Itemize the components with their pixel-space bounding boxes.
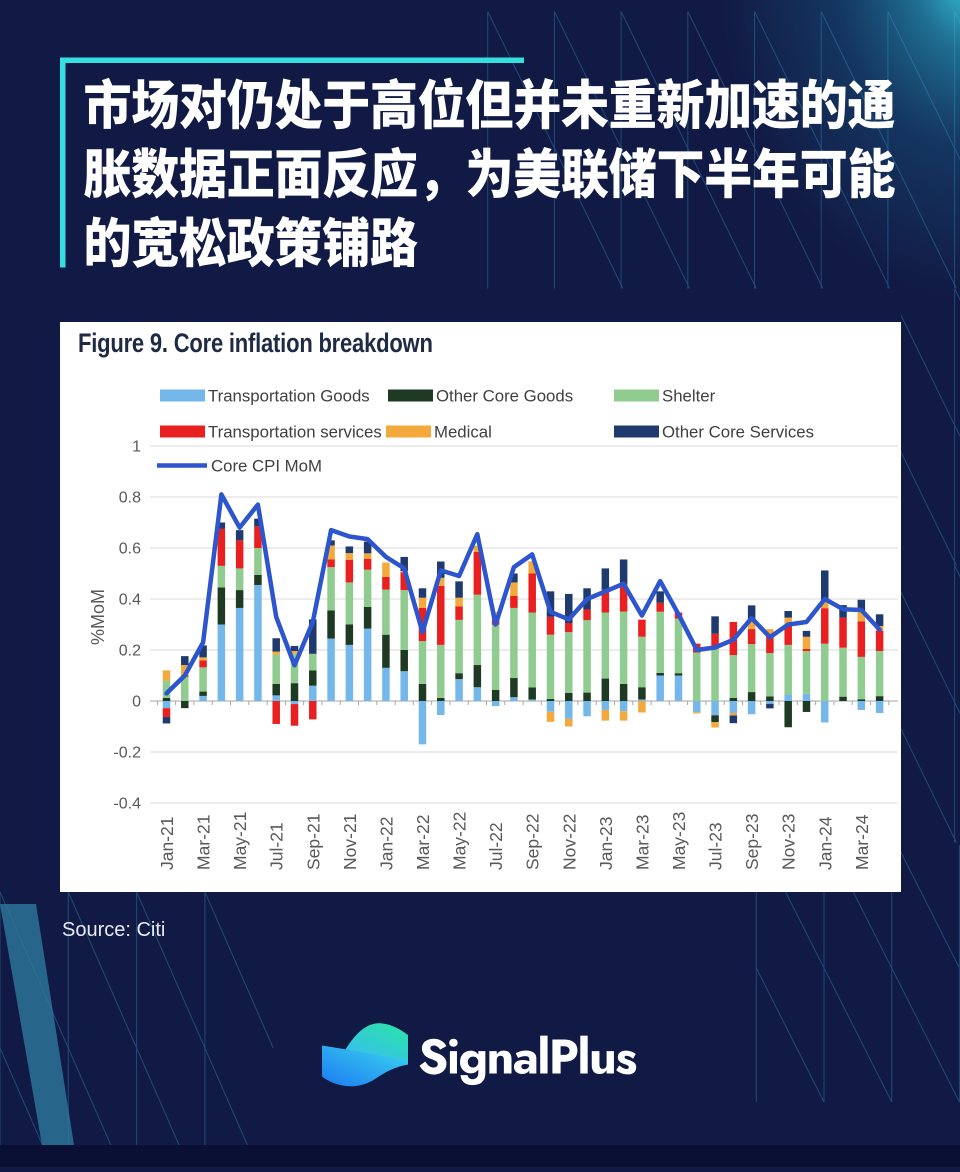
svg-text:0: 0 <box>132 694 141 711</box>
svg-text:1: 1 <box>132 439 141 456</box>
svg-text:Sep-22: Sep-22 <box>523 814 543 870</box>
svg-text:Sep-23: Sep-23 <box>742 814 762 870</box>
svg-text:Sep-21: Sep-21 <box>303 814 323 870</box>
svg-text:Source: Citi: Source: Citi <box>62 919 165 941</box>
svg-text:0.4: 0.4 <box>119 592 141 609</box>
svg-text:0.2: 0.2 <box>119 643 141 660</box>
svg-text:May-21: May-21 <box>230 812 250 870</box>
svg-text:Jul-21: Jul-21 <box>267 822 287 870</box>
svg-text:Mar-22: Mar-22 <box>413 815 433 870</box>
svg-text:Mar-23: Mar-23 <box>632 815 652 870</box>
svg-text:Figure 9. Core inflation break: Figure 9. Core inflation breakdown <box>78 329 433 359</box>
svg-text:Mar-24: Mar-24 <box>852 814 872 870</box>
svg-text:Transportation Goods: Transportation Goods <box>208 387 370 406</box>
svg-text:Nov-21: Nov-21 <box>340 814 360 870</box>
svg-text:-0.2: -0.2 <box>113 745 141 762</box>
svg-text:Jan-22: Jan-22 <box>376 816 396 870</box>
svg-text:0.6: 0.6 <box>119 541 141 558</box>
svg-text:Jan-21: Jan-21 <box>157 816 177 870</box>
svg-text:Jan-24: Jan-24 <box>815 816 835 870</box>
svg-text:Jan-23: Jan-23 <box>596 816 616 870</box>
svg-text:Jul-23: Jul-23 <box>706 822 726 870</box>
svg-text:Nov-23: Nov-23 <box>779 814 799 870</box>
svg-text:Core CPI MoM: Core CPI MoM <box>211 457 322 476</box>
svg-text:Transportation services: Transportation services <box>208 423 382 442</box>
svg-text:May-22: May-22 <box>450 812 470 870</box>
svg-text:Nov-22: Nov-22 <box>559 814 579 870</box>
svg-text:Jul-22: Jul-22 <box>486 822 506 870</box>
svg-text:Mar-21: Mar-21 <box>194 815 214 870</box>
svg-text:0.8: 0.8 <box>119 490 141 507</box>
svg-text:May-23: May-23 <box>669 812 689 870</box>
svg-text:Medical: Medical <box>434 423 492 442</box>
svg-text:Other Core Services: Other Core Services <box>662 423 814 442</box>
svg-text:%MoM: %MoM <box>88 589 108 645</box>
svg-text:Shelter: Shelter <box>662 387 716 406</box>
svg-text:-0.4: -0.4 <box>113 796 141 813</box>
svg-text:Other Core Goods: Other Core Goods <box>436 387 573 406</box>
